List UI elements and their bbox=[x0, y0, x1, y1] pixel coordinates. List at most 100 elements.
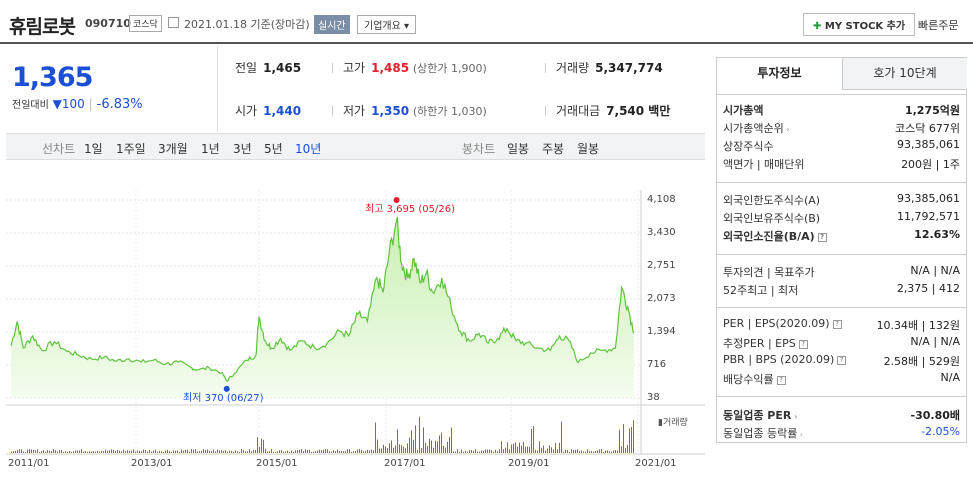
info-row: 추정PER | EPS? N/A | N/A bbox=[723, 335, 960, 351]
volume-bar bbox=[439, 435, 440, 453]
x-tick: 2021/01 bbox=[635, 458, 677, 469]
help-icon[interactable]: ? bbox=[776, 375, 786, 385]
y-tick: 2,751 bbox=[647, 260, 676, 271]
info-value: N/A | N/A bbox=[910, 335, 960, 348]
volume-bar bbox=[203, 449, 204, 453]
candle-weekly[interactable]: 주봉 bbox=[542, 142, 565, 156]
info-key: 상장주식수 bbox=[723, 140, 774, 153]
volume-bar bbox=[217, 449, 218, 453]
tab-investment-info[interactable]: 투자정보 bbox=[717, 58, 842, 90]
volume-bar bbox=[231, 450, 232, 453]
volume-bar bbox=[431, 440, 432, 453]
volume-bar bbox=[491, 449, 492, 453]
stat-amount: 거래대금 7,540 백만 bbox=[556, 104, 671, 118]
volume-bar bbox=[181, 449, 182, 453]
info-key: 외국인한도주식수(A) bbox=[723, 194, 821, 207]
low-marker bbox=[223, 385, 230, 392]
volume-bar bbox=[187, 449, 188, 453]
volume-bar bbox=[381, 448, 382, 453]
candle-monthly[interactable]: 월봉 bbox=[577, 142, 600, 156]
volume-bar bbox=[171, 451, 172, 453]
info-row: 시가총액순위 › 코스닥 677위 bbox=[723, 120, 960, 136]
period-10y[interactable]: 10년 bbox=[295, 142, 322, 156]
volume-bar bbox=[57, 451, 58, 453]
volume-bar bbox=[609, 451, 610, 453]
volume-bar bbox=[17, 449, 18, 453]
add-my-stock-button[interactable]: ✚ MY STOCK 추가 bbox=[803, 13, 916, 36]
volume-bar bbox=[495, 449, 496, 453]
help-icon[interactable]: ? bbox=[817, 232, 827, 242]
volume-bar bbox=[623, 424, 624, 453]
volume-bar bbox=[553, 449, 554, 453]
volume-bar bbox=[31, 449, 32, 453]
volume-bar bbox=[599, 449, 600, 453]
volume-bar bbox=[521, 445, 522, 453]
info-value: 1,275억원 bbox=[904, 104, 960, 117]
volume-bar bbox=[43, 450, 44, 453]
volume-bar bbox=[513, 443, 514, 453]
volume-bar bbox=[529, 446, 530, 453]
volume-bar bbox=[105, 449, 106, 453]
volume-bar bbox=[629, 428, 630, 453]
volume-bar bbox=[319, 449, 320, 453]
volume-bar bbox=[177, 450, 178, 453]
volume-bar bbox=[383, 444, 384, 453]
volume-bar bbox=[285, 451, 286, 453]
help-icon[interactable]: ? bbox=[837, 355, 847, 365]
realtime-button[interactable]: 실시간 bbox=[314, 15, 350, 34]
period-1w[interactable]: 1주일 bbox=[116, 142, 146, 156]
volume-bar bbox=[221, 450, 222, 453]
volume-bar bbox=[493, 451, 494, 453]
volume-bar bbox=[291, 450, 292, 453]
volume-bar bbox=[365, 450, 366, 453]
candle-daily[interactable]: 일봉 bbox=[507, 142, 530, 156]
info-value: 10.34배 | 132원 bbox=[876, 319, 960, 332]
volume-bar bbox=[303, 451, 304, 453]
period-3m[interactable]: 3개월 bbox=[158, 142, 188, 156]
company-info-dropdown[interactable]: 기업개요 ▾ bbox=[357, 15, 416, 34]
period-1y[interactable]: 1년 bbox=[201, 142, 220, 156]
volume-bar bbox=[51, 451, 52, 453]
volume-bar bbox=[37, 449, 38, 453]
info-key: 액면가 | 매매단위 bbox=[723, 158, 805, 171]
volume-bar bbox=[455, 451, 456, 453]
help-icon[interactable]: ? bbox=[798, 339, 808, 349]
volume-bar bbox=[15, 450, 16, 453]
volume-bar bbox=[551, 447, 552, 453]
info-row: PER | EPS(2020.09)? 10.34배 | 132원 bbox=[723, 317, 960, 333]
period-3y[interactable]: 3년 bbox=[233, 142, 252, 156]
volume-bar bbox=[59, 449, 60, 453]
volume-bar bbox=[541, 447, 542, 453]
tab-orderbook[interactable]: 호가 10단계 bbox=[842, 58, 967, 90]
volume-bar bbox=[477, 451, 478, 453]
volume-bar bbox=[569, 451, 570, 453]
volume-bar bbox=[275, 451, 276, 453]
period-1d[interactable]: 1일 bbox=[84, 142, 103, 156]
quick-order-link[interactable]: 빠른주문 bbox=[918, 19, 959, 32]
arrow-icon[interactable]: › bbox=[783, 125, 790, 134]
volume-bar bbox=[399, 444, 400, 453]
volume-bar bbox=[511, 444, 512, 453]
period-5y[interactable]: 5년 bbox=[264, 142, 283, 156]
volume-bar bbox=[351, 451, 352, 453]
volume-bar bbox=[109, 450, 110, 453]
volume-bar bbox=[269, 451, 270, 453]
volume-bar bbox=[299, 449, 300, 453]
plus-icon: ✚ bbox=[813, 21, 822, 32]
arrow-icon[interactable]: › bbox=[797, 430, 804, 439]
volume-bar bbox=[441, 432, 442, 453]
volume-bar bbox=[615, 450, 616, 453]
info-row: 상장주식수 93,385,061 bbox=[723, 138, 960, 154]
volume-bar bbox=[613, 450, 614, 453]
volume-bar bbox=[189, 451, 190, 453]
arrow-icon[interactable]: › bbox=[791, 412, 798, 421]
volume-bar bbox=[155, 449, 156, 453]
help-icon[interactable]: ? bbox=[832, 319, 842, 329]
volume-bar bbox=[77, 450, 78, 453]
x-tick: 2019/01 bbox=[508, 458, 550, 469]
volume-bar bbox=[459, 451, 460, 453]
volume-bar bbox=[557, 449, 558, 453]
side-tabs: 투자정보 호가 10단계 bbox=[717, 58, 967, 90]
price-area bbox=[11, 217, 634, 397]
volume-bar bbox=[157, 451, 158, 453]
